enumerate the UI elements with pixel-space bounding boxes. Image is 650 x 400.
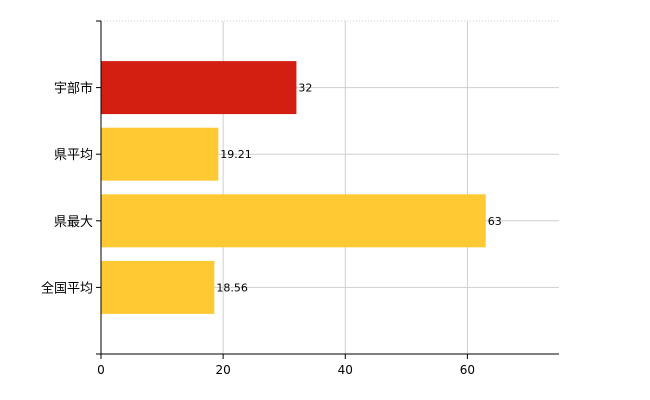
category-label-2: 県平均 xyxy=(54,148,93,163)
x-tick-label-2: 20 xyxy=(215,363,230,377)
data-label-2: 19.21 xyxy=(220,148,252,161)
bar-2 xyxy=(101,127,219,181)
x-tick-label-4: 60 xyxy=(460,363,475,377)
x-tick-label-1: 0 xyxy=(97,363,105,377)
data-label-1: 32 xyxy=(298,82,312,95)
data-label-4: 18.56 xyxy=(216,281,248,294)
data-label-3: 63 xyxy=(488,215,502,228)
category-label-4: 全国平均 xyxy=(41,280,93,296)
x-tick-label-3: 40 xyxy=(338,363,353,377)
category-label-1: 宇部市 xyxy=(54,81,93,97)
bar-1 xyxy=(101,61,297,115)
bar-4 xyxy=(101,260,215,314)
category-label-3: 県最大 xyxy=(54,215,93,230)
bar-3 xyxy=(101,194,486,248)
